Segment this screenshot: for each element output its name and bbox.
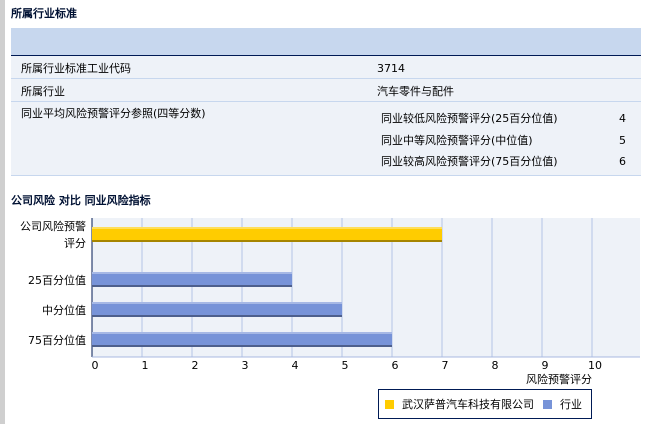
- bar-shadow: [92, 345, 392, 347]
- row-label: 同业平均风险预警评分参照(四等分数): [21, 107, 206, 120]
- x-tick-label: 10: [588, 359, 602, 372]
- sub-value: 6: [619, 155, 626, 168]
- bar-highlight: [92, 272, 292, 274]
- x-tick-label: 3: [242, 359, 249, 372]
- bar-shadow: [92, 285, 292, 287]
- row-label: 所属行业: [21, 85, 65, 98]
- left-border: [0, 0, 5, 424]
- table-header: [11, 28, 641, 56]
- bar: [92, 227, 442, 242]
- row-value: 汽车零件与配件: [377, 85, 454, 98]
- x-tick-label: 8: [492, 359, 499, 372]
- sub-label: 同业较低风险预警评分(25百分位值): [381, 112, 558, 125]
- table-row: 所属行业标准工业代码 3714: [11, 56, 641, 79]
- bar-shadow: [92, 315, 342, 317]
- legend-label-industry: 行业: [560, 398, 582, 411]
- sub-label: 同业中等风险预警评分(中位值): [381, 134, 533, 147]
- bar: [92, 302, 342, 317]
- industry-table: 所属行业标准工业代码 3714 所属行业 汽车零件与配件 同业平均风险预警评分参…: [11, 28, 641, 176]
- legend-swatch-company: [385, 399, 394, 409]
- x-tick-label: 5: [342, 359, 349, 372]
- y-tick-label: 75百分位值: [28, 333, 86, 347]
- bar: [92, 272, 292, 287]
- sub-label: 同业较高风险预警评分(75百分位值): [381, 155, 558, 168]
- bar: [92, 332, 392, 347]
- section-title-chart: 公司风险 对比 同业风险指标: [11, 194, 151, 207]
- bar-shadow: [92, 240, 442, 242]
- y-tick-label: 评分: [64, 237, 86, 250]
- x-tick-label: 4: [292, 359, 299, 372]
- bar-highlight: [92, 227, 442, 229]
- y-tick-label: 中分位值: [42, 303, 86, 317]
- table-row: 同业平均风险预警评分参照(四等分数) 同业较低风险预警评分(25百分位值) 4 …: [11, 102, 641, 176]
- table-row: 所属行业 汽车零件与配件: [11, 79, 641, 102]
- x-axis-title: 风险预警评分: [526, 372, 592, 386]
- x-tick-label: 7: [442, 359, 449, 372]
- x-tick-label: 1: [142, 359, 149, 372]
- sub-value: 5: [619, 134, 626, 147]
- section-title-industry: 所属行业标准: [11, 7, 77, 20]
- sub-value: 4: [619, 112, 626, 125]
- y-tick-label: 公司风险预警: [20, 219, 86, 233]
- legend-swatch-industry: [543, 399, 552, 409]
- y-tick-label: 25百分位值: [28, 273, 86, 287]
- legend-label-company: 武汉萨普汽车科技有限公司: [402, 398, 534, 411]
- x-tick-label: 9: [542, 359, 549, 372]
- x-tick-label: 6: [392, 359, 399, 372]
- row-value: 3714: [377, 62, 405, 75]
- x-tick-label: 2: [192, 359, 199, 372]
- x-tick-label: 0: [92, 359, 99, 372]
- row-label: 所属行业标准工业代码: [21, 62, 131, 75]
- legend: 武汉萨普汽车科技有限公司 行业: [378, 389, 592, 419]
- bar-highlight: [92, 332, 392, 334]
- bar-highlight: [92, 302, 342, 304]
